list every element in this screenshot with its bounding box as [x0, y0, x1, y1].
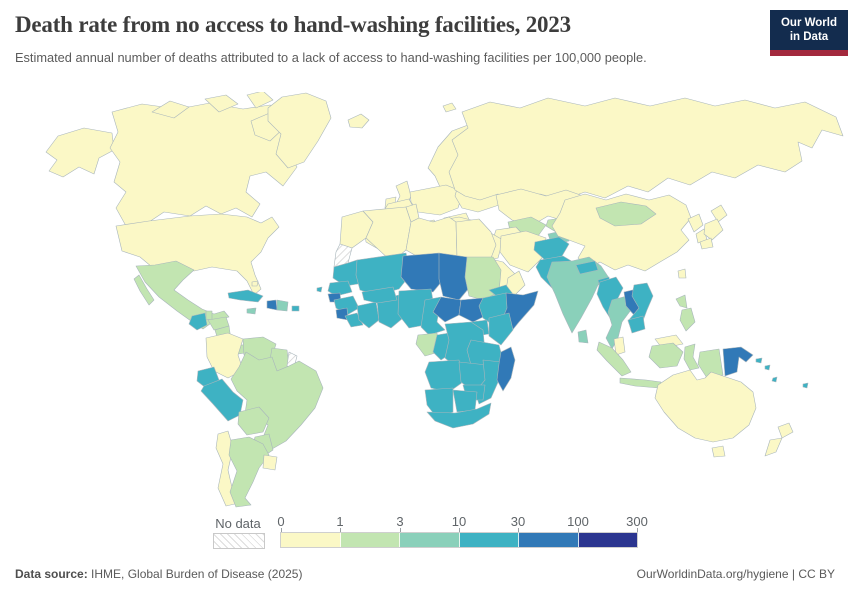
- owid-logo-line2: in Data: [789, 31, 829, 44]
- country-central-europe[interactable]: [409, 184, 464, 216]
- owid-logo[interactable]: Our World in Data: [770, 10, 848, 56]
- country-united-states-alaska[interactable]: [45, 127, 115, 178]
- country-australia[interactable]: [654, 369, 757, 443]
- country-brazil[interactable]: [230, 351, 324, 450]
- country-puerto-rico[interactable]: [291, 305, 300, 312]
- country-papua-new-guinea[interactable]: [722, 346, 754, 377]
- country-japan-hokkaido[interactable]: [710, 204, 728, 223]
- data-source: Data source: IHME, Global Burden of Dise…: [15, 567, 302, 581]
- country-chad[interactable]: [438, 252, 470, 301]
- country-uruguay[interactable]: [262, 454, 278, 471]
- legend-bin-10-30[interactable]: [459, 533, 519, 547]
- legend-tickmark: [578, 528, 579, 533]
- country-philippines-mindanao[interactable]: [679, 307, 696, 332]
- country-mexico-baja[interactable]: [133, 274, 155, 306]
- legend-tickmark: [459, 528, 460, 533]
- country-mongolia[interactable]: [595, 201, 657, 227]
- world-map-svg: [0, 90, 850, 510]
- country-australia-tasmania[interactable]: [711, 445, 726, 458]
- country-kenya[interactable]: [488, 312, 514, 346]
- country-haiti[interactable]: [266, 299, 278, 311]
- country-greenland[interactable]: [267, 92, 332, 169]
- country-philippines-luzon[interactable]: [675, 294, 688, 309]
- country-burkina-faso[interactable]: [361, 286, 398, 304]
- map-legend: No data 0 1 3 10 30 100 300: [0, 512, 850, 556]
- country-madagascar[interactable]: [496, 346, 516, 392]
- legend-bin-100-300[interactable]: [578, 533, 637, 547]
- country-canada-arctic3[interactable]: [246, 90, 274, 109]
- country-japan-kyushu[interactable]: [699, 237, 714, 250]
- legend-tickmark: [400, 528, 401, 533]
- world-map: [0, 90, 850, 510]
- country-solomon-islands-1[interactable]: [755, 357, 763, 364]
- country-argentina[interactable]: [228, 436, 270, 508]
- country-malaysia-peninsula[interactable]: [613, 336, 626, 356]
- legend-tick-10: 10: [451, 514, 467, 529]
- country-senegal[interactable]: [327, 280, 353, 297]
- country-fiji[interactable]: [802, 382, 809, 389]
- legend-tickmark: [637, 528, 638, 533]
- country-guatemala[interactable]: [188, 312, 208, 331]
- country-india[interactable]: [546, 256, 610, 334]
- country-iceland[interactable]: [347, 113, 370, 129]
- country-canada[interactable]: [109, 102, 303, 227]
- country-indonesia-sumatra[interactable]: [596, 341, 632, 377]
- data-source-text: IHME, Global Burden of Disease (2025): [87, 567, 303, 581]
- country-sri-lanka[interactable]: [577, 329, 589, 344]
- page-subtitle: Estimated annual number of deaths attrib…: [15, 50, 647, 65]
- country-canada-arctic1[interactable]: [151, 100, 190, 119]
- legend-tick-30: 30: [510, 514, 526, 529]
- country-japan-honshu[interactable]: [703, 218, 724, 241]
- legend-bin-30-100[interactable]: [519, 533, 579, 547]
- country-china[interactable]: [551, 193, 692, 272]
- country-new-zealand-north[interactable]: [777, 422, 794, 439]
- legend-tickmark: [518, 528, 519, 533]
- country-cambodia[interactable]: [627, 315, 646, 334]
- country-north-korea[interactable]: [687, 213, 704, 233]
- country-bahamas[interactable]: [251, 280, 259, 287]
- page-title: Death rate from no access to hand-washin…: [15, 12, 571, 37]
- country-canada-arctic2[interactable]: [204, 94, 239, 113]
- data-source-label: Data source:: [15, 567, 88, 581]
- country-botswana[interactable]: [452, 389, 478, 413]
- country-belize[interactable]: [205, 310, 213, 321]
- country-south-africa[interactable]: [426, 402, 492, 429]
- country-cote-divoire[interactable]: [356, 301, 380, 329]
- legend-colorbar: [280, 532, 638, 548]
- country-jamaica[interactable]: [246, 307, 257, 315]
- country-taiwan[interactable]: [677, 268, 687, 279]
- legend-tick-3: 3: [396, 514, 404, 529]
- country-dominican-republic[interactable]: [276, 299, 289, 312]
- no-data-swatch[interactable]: [213, 533, 265, 549]
- legend-bin-0-1[interactable]: [281, 533, 341, 547]
- country-indonesia-sulawesi[interactable]: [683, 343, 700, 371]
- country-iran[interactable]: [499, 230, 547, 273]
- legend-tickmark: [340, 528, 341, 533]
- owid-logo-line1: Our World: [780, 17, 837, 29]
- country-central-african-republic[interactable]: [432, 296, 462, 323]
- country-svalbard[interactable]: [442, 102, 457, 113]
- country-vanuatu[interactable]: [771, 376, 778, 383]
- legend-bin-1-3[interactable]: [340, 533, 400, 547]
- legend-tick-1: 1: [336, 514, 344, 529]
- license-link[interactable]: OurWorldinData.org/hygiene | CC BY: [636, 567, 835, 581]
- country-indonesia-kalimantan[interactable]: [648, 342, 684, 369]
- legend-tick-300: 300: [626, 514, 648, 529]
- legend-tick-100: 100: [567, 514, 589, 529]
- no-data-label: No data: [215, 516, 261, 531]
- legend-tick-0: 0: [277, 514, 285, 529]
- country-solomon-islands-2[interactable]: [764, 364, 771, 371]
- country-nepal[interactable]: [575, 260, 599, 275]
- country-bolivia[interactable]: [237, 406, 270, 436]
- legend-bin-3-10[interactable]: [400, 533, 460, 547]
- country-cape-verde[interactable]: [316, 286, 323, 293]
- country-cuba[interactable]: [227, 289, 264, 303]
- country-new-zealand-south[interactable]: [764, 437, 783, 457]
- legend-tickmark: [281, 528, 282, 533]
